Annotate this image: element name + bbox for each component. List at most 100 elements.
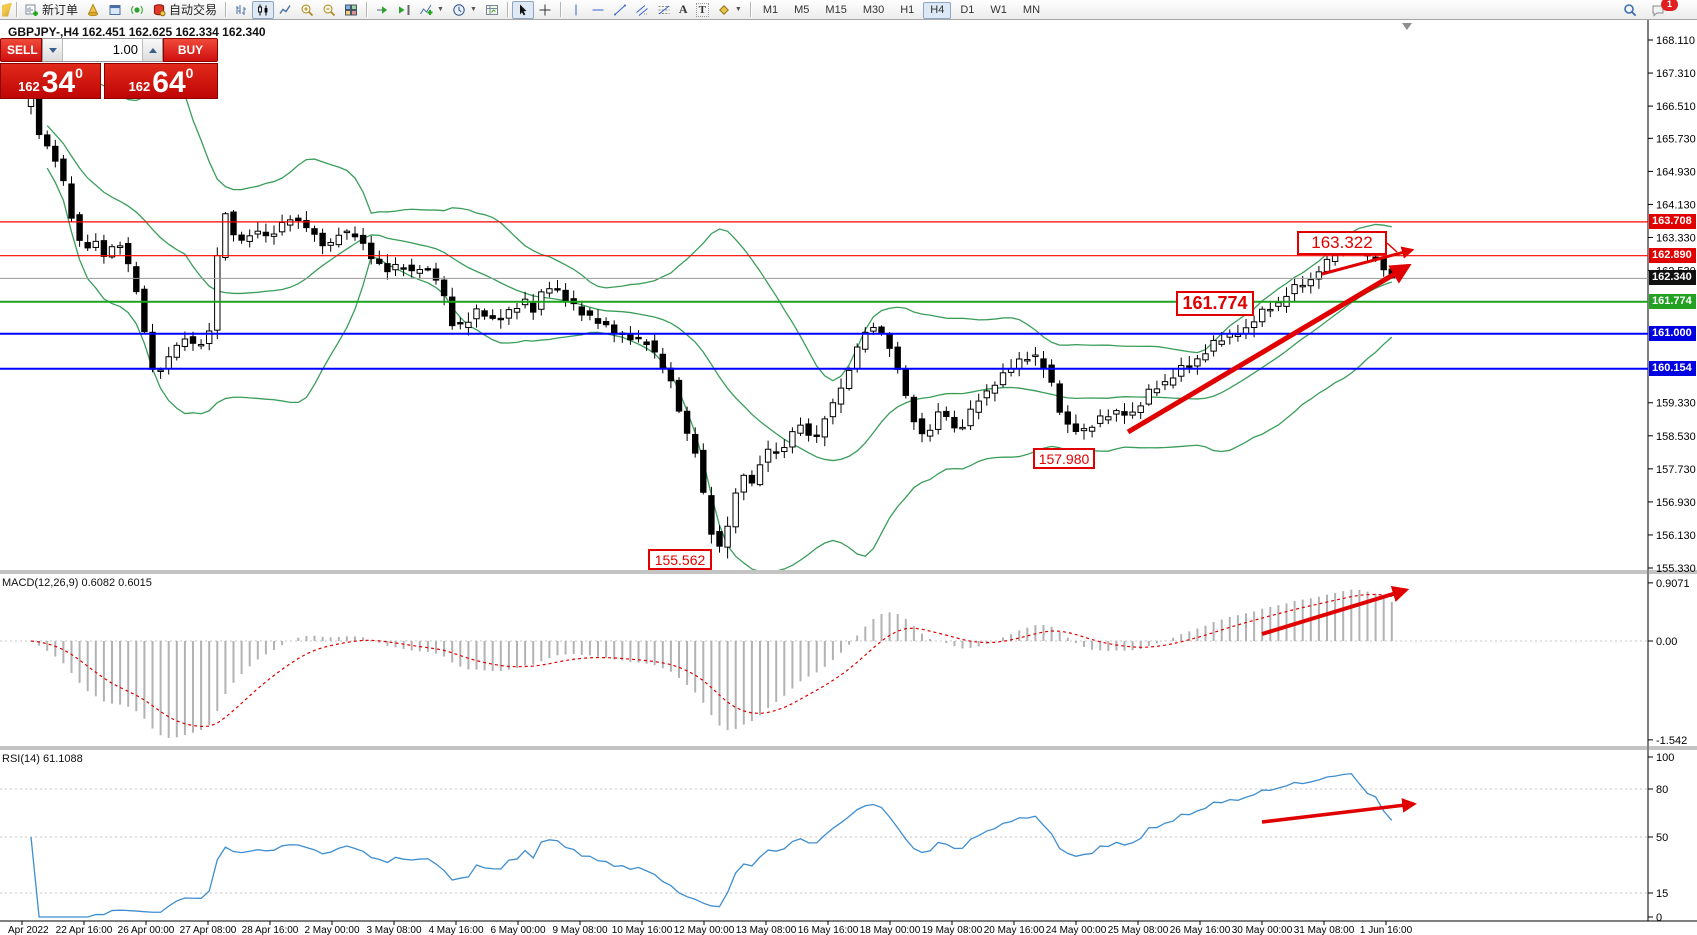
timeframe-button-m30[interactable]: M30 <box>856 2 891 19</box>
crosshair-icon <box>539 4 551 15</box>
axis-tick-label: 164.930 <box>1656 166 1696 178</box>
price-axis-badge: 161.774 <box>1649 293 1696 309</box>
line-chart-icon <box>279 4 291 14</box>
zoom-out-icon <box>323 4 336 16</box>
horizontal-line-tool-button[interactable] <box>587 1 609 19</box>
fibonacci-tool-button[interactable] <box>653 1 675 19</box>
timeframe-button-d1[interactable]: D1 <box>953 2 981 19</box>
bar-chart-mode-button[interactable] <box>230 1 252 19</box>
dropdown-arrow-icon[interactable]: ▼ <box>734 6 742 13</box>
line-chart-mode-button[interactable] <box>274 1 296 19</box>
broadcast-button[interactable] <box>126 1 148 19</box>
time-axis-label: 30 May 00:00 <box>1232 925 1293 935</box>
axis-tick-label: 163.330 <box>1656 232 1696 244</box>
current-price-badge: 162.340 <box>1649 270 1696 286</box>
cone-icon <box>87 2 99 16</box>
dropdown-arrow-icon[interactable]: ▼ <box>469 6 477 13</box>
time-axis-label: 24 May 00:00 <box>1046 925 1107 935</box>
tile-windows-button[interactable] <box>340 1 362 19</box>
toolbar-separator <box>506 2 508 17</box>
zoom-out-button[interactable] <box>318 1 340 19</box>
price-annotation[interactable]: 161.774 <box>1176 291 1254 316</box>
shapes-tool-button[interactable]: ▼ <box>713 1 746 19</box>
notifications-button[interactable]: 1 <box>1647 0 1689 19</box>
label-tool-icon: T <box>695 2 709 17</box>
toolbar-separator <box>749 2 751 17</box>
time-axis-label: 9 May 08:00 <box>552 925 607 935</box>
trend-arrow-object[interactable] <box>1321 246 1415 276</box>
price-axis-badge: 160.154 <box>1649 360 1696 376</box>
price-annotation[interactable]: 155.562 <box>648 549 712 570</box>
axis-tick-label: 0.9071 <box>1656 578 1690 590</box>
timeframe-button-m5[interactable]: M5 <box>787 2 816 19</box>
axis-tick-label: 0.00 <box>1656 636 1677 648</box>
cursor-tool-button[interactable] <box>511 0 534 19</box>
new-order-icon <box>25 4 38 16</box>
time-axis-label: 22 Apr 16:00 <box>56 925 113 935</box>
zoom-in-button[interactable] <box>296 1 318 19</box>
candlestick-mode-button[interactable] <box>252 0 275 19</box>
macd-indicator-label: MACD(12,26,9) 0.6082 0.6015 <box>2 577 152 589</box>
time-axis-label: 18 May 00:00 <box>860 925 921 935</box>
search-button[interactable] <box>1619 1 1641 19</box>
time-axis: Apr 2022 22 Apr 16:00 26 Apr 00:00 27 Apr 0… <box>8 921 1413 935</box>
vertical-line-tool-button[interactable] <box>565 1 587 19</box>
chart-shift-marker[interactable] <box>1402 23 1412 30</box>
new-order-button[interactable]: 新订单 <box>21 1 82 19</box>
bollinger-bands <box>46 75 1393 570</box>
main-toolbar: 新订单 自动交易 <box>0 0 1697 20</box>
timeframe-button-w1[interactable]: W1 <box>983 2 1014 19</box>
cone-button[interactable] <box>82 1 104 19</box>
timeframe-button-mn[interactable]: MN <box>1016 2 1047 19</box>
timeframe-button-h1[interactable]: H1 <box>893 2 921 19</box>
trend-arrow-object[interactable] <box>1126 263 1412 435</box>
autotrading-button[interactable]: 自动交易 <box>148 1 221 19</box>
buy-price-quote[interactable]: 162 64 0 <box>104 63 218 99</box>
timeframe-button-m15[interactable]: M15 <box>818 2 853 19</box>
auto-scroll-button[interactable] <box>371 1 393 19</box>
axis-tick-label: 159.330 <box>1656 398 1696 410</box>
price-annotation[interactable]: 157.980 <box>1033 448 1095 469</box>
rsi-pane <box>0 772 1648 918</box>
sell-price-quote[interactable]: 162 34 0 <box>0 63 101 99</box>
volume-increase-button[interactable] <box>142 39 162 61</box>
volume-value[interactable]: 1.00 <box>112 42 138 57</box>
text-tool-button[interactable]: A <box>675 1 692 19</box>
trendline-tool-button[interactable] <box>609 1 631 19</box>
market-watch-window-button[interactable] <box>104 1 126 19</box>
time-axis-label: 19 May 08:00 <box>922 925 983 935</box>
timeframe-button-h4[interactable]: H4 <box>923 1 952 19</box>
indicators-button[interactable]: ▼ <box>415 1 448 19</box>
buy-button[interactable]: BUY <box>163 38 218 62</box>
toolbar-separator <box>225 2 227 17</box>
trend-arrow-object[interactable] <box>1261 585 1410 636</box>
chart-shift-button[interactable] <box>393 1 415 19</box>
cursor-icon <box>519 4 527 15</box>
sell-button[interactable]: SELL <box>0 38 42 62</box>
axis-tick-label: -1.542 <box>1656 735 1687 747</box>
time-axis-label: 13 May 08:00 <box>736 925 797 935</box>
trend-arrow-object[interactable] <box>1386 242 1398 253</box>
crosshair-tool-button[interactable] <box>534 1 556 19</box>
equidistant-channel-tool-button[interactable] <box>631 1 653 19</box>
timeframe-button-m1[interactable]: M1 <box>756 2 785 19</box>
label-tool-button[interactable]: T <box>692 1 713 19</box>
price-annotation[interactable]: 163.322 <box>1297 231 1387 255</box>
toolbar-separator <box>16 2 17 17</box>
time-axis-label: 6 May 00:00 <box>490 925 545 935</box>
dropdown-arrow-icon[interactable]: ▼ <box>437 6 444 13</box>
periods-clock-button[interactable]: ▼ <box>448 1 481 19</box>
speaker-icon <box>131 5 143 14</box>
price-axis-badge: 163.708 <box>1649 213 1696 229</box>
trend-arrow-object[interactable] <box>1261 798 1417 824</box>
volume-decrease-button[interactable] <box>43 39 63 61</box>
horizontal-line-objects <box>0 221 1648 370</box>
zoom-in-icon <box>301 4 314 16</box>
clipped-edge-icon <box>2 2 12 17</box>
text-tool-icon: A <box>678 2 688 16</box>
toolbar-separator <box>559 2 561 17</box>
trade-quotes-row: 162 34 0 162 64 0 <box>0 63 218 99</box>
axis-tick-label: 158.530 <box>1656 431 1696 443</box>
templates-button[interactable] <box>481 1 503 19</box>
